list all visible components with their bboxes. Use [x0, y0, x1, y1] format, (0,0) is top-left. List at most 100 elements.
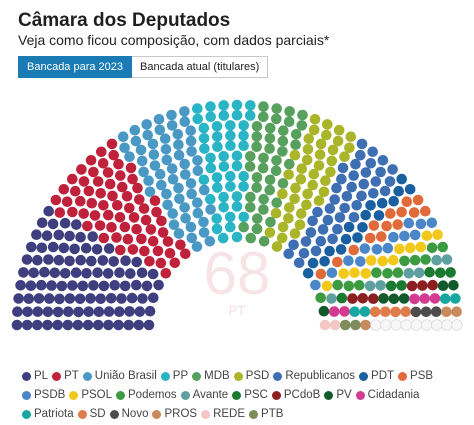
seat-psb[interactable] — [412, 194, 424, 206]
legend-item-pt[interactable]: PT — [52, 368, 79, 385]
seat-união-brasil[interactable] — [186, 146, 197, 157]
seat-pv[interactable] — [448, 280, 459, 291]
seat-mdb[interactable] — [271, 155, 282, 166]
seat-psb[interactable] — [348, 244, 360, 256]
seat-pl[interactable] — [42, 319, 53, 331]
seat-união-brasil[interactable] — [154, 168, 166, 180]
seat-pp[interactable] — [231, 160, 243, 172]
seat-pl[interactable] — [32, 319, 43, 331]
seat-união-brasil[interactable] — [192, 155, 203, 166]
seat-republicanos[interactable] — [355, 149, 366, 161]
seat-mdb[interactable] — [265, 216, 276, 228]
seat-pdt[interactable] — [302, 268, 314, 279]
seat-pcdob[interactable] — [347, 293, 358, 304]
legend-item-pdt[interactable]: PDT — [359, 368, 394, 385]
seat-podemos[interactable] — [437, 241, 449, 253]
seat-pl[interactable] — [22, 306, 33, 318]
seat-pl[interactable] — [114, 306, 125, 317]
seat-republicanos[interactable] — [293, 257, 305, 269]
seat-psb[interactable] — [381, 220, 392, 232]
seat-psc[interactable] — [336, 292, 348, 304]
seat-psd[interactable] — [295, 174, 307, 185]
seat-psd[interactable] — [309, 114, 321, 125]
seat-psd[interactable] — [302, 144, 314, 155]
seat-pp[interactable] — [211, 121, 223, 132]
seat-psdb[interactable] — [326, 267, 338, 279]
seat-unassigned[interactable] — [441, 319, 453, 331]
seat-pdt[interactable] — [319, 256, 330, 267]
seat-republicanos[interactable] — [298, 248, 310, 259]
seat-republicanos[interactable] — [339, 202, 351, 214]
seat-pt[interactable] — [124, 202, 135, 214]
seat-unassigned[interactable] — [370, 319, 382, 331]
seat-republicanos[interactable] — [337, 162, 349, 174]
seat-podemos[interactable] — [371, 267, 382, 278]
seat-pt[interactable] — [160, 268, 172, 279]
seat-psd[interactable] — [314, 149, 326, 160]
seat-pl[interactable] — [67, 280, 78, 291]
seat-podemos[interactable] — [426, 242, 438, 254]
seat-psdb[interactable] — [310, 279, 321, 291]
seat-pp[interactable] — [238, 181, 249, 192]
seat-psd[interactable] — [289, 193, 300, 205]
seat-pp[interactable] — [244, 110, 256, 121]
seat-união-brasil[interactable] — [192, 207, 204, 219]
seat-psdb[interactable] — [399, 230, 410, 242]
seat-pl[interactable] — [147, 268, 159, 280]
seat-republicanos[interactable] — [305, 227, 317, 238]
seat-pp[interactable] — [199, 143, 210, 154]
seat-pt[interactable] — [119, 221, 131, 233]
seat-psol[interactable] — [321, 280, 333, 292]
seat-mdb[interactable] — [245, 191, 256, 203]
seat-pl[interactable] — [43, 254, 54, 265]
seat-sd[interactable] — [400, 306, 412, 317]
seat-psol[interactable] — [360, 268, 372, 279]
seat-pp[interactable] — [225, 120, 236, 131]
seat-unassigned[interactable] — [420, 319, 433, 331]
seat-união-brasil[interactable] — [198, 216, 209, 228]
seat-união-brasil[interactable] — [167, 174, 179, 185]
seat-pp[interactable] — [218, 151, 229, 162]
seat-pp[interactable] — [238, 130, 249, 141]
seat-podemos[interactable] — [409, 254, 421, 266]
seat-republicanos[interactable] — [360, 167, 372, 178]
seat-pl[interactable] — [143, 319, 155, 331]
seat-união-brasil[interactable] — [199, 184, 210, 196]
seat-pp[interactable] — [231, 99, 243, 111]
seat-republicanos[interactable] — [356, 138, 368, 150]
seat-pdt[interactable] — [404, 184, 416, 195]
seat-pt[interactable] — [151, 206, 162, 218]
seat-pdt[interactable] — [373, 210, 385, 221]
seat-republicanos[interactable] — [356, 190, 367, 202]
seat-pl[interactable] — [136, 267, 148, 279]
legend-item-pros[interactable]: PROS — [152, 406, 197, 423]
seat-pt[interactable] — [136, 233, 147, 245]
seat-pdt[interactable] — [396, 173, 408, 185]
seat-pt[interactable] — [78, 208, 89, 219]
seat-pp[interactable] — [245, 100, 256, 111]
seat-pt[interactable] — [156, 215, 167, 227]
seat-pl[interactable] — [13, 293, 24, 304]
seat-psd[interactable] — [325, 166, 336, 178]
seat-união-brasil[interactable] — [204, 236, 216, 247]
seat-pt[interactable] — [127, 173, 138, 185]
seat-republicanos[interactable] — [322, 214, 334, 226]
seat-psb[interactable] — [392, 219, 404, 230]
seat-pl[interactable] — [70, 267, 82, 278]
seat-pp[interactable] — [211, 131, 223, 142]
seat-avante[interactable] — [441, 254, 453, 265]
seat-pl[interactable] — [119, 280, 131, 292]
seat-união-brasil[interactable] — [138, 166, 149, 178]
seat-união-brasil[interactable] — [153, 114, 165, 125]
seat-pt[interactable] — [102, 167, 114, 178]
seat-mdb[interactable] — [245, 151, 256, 162]
seat-pt[interactable] — [98, 232, 110, 244]
seat-pp[interactable] — [238, 170, 249, 182]
seat-unassigned[interactable] — [390, 319, 402, 331]
seat-união-brasil[interactable] — [141, 119, 152, 130]
seat-pl[interactable] — [72, 319, 84, 331]
seat-psol[interactable] — [415, 241, 427, 253]
seat-pt[interactable] — [104, 178, 116, 190]
seat-mdb[interactable] — [271, 103, 283, 114]
seat-pl[interactable] — [36, 217, 48, 229]
